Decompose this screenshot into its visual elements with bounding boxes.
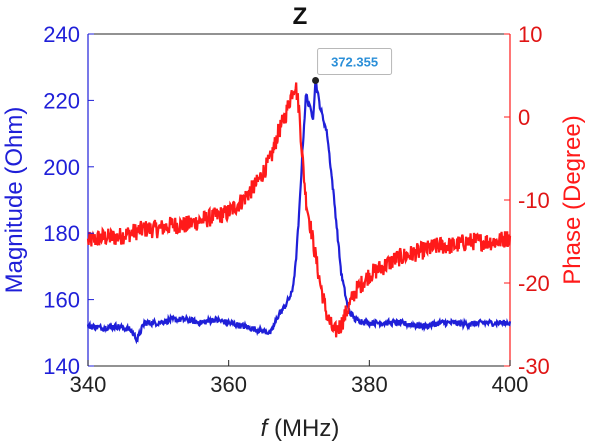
y-axis-left-label: Magnitude (Ohm) <box>1 107 28 294</box>
left-tick-label: 140 <box>43 354 80 379</box>
phase-line <box>86 82 512 338</box>
right-tick-label: -20 <box>518 271 550 296</box>
datatip-marker <box>312 76 320 84</box>
left-tick-label: 180 <box>43 221 80 246</box>
bottom-tick-label: 380 <box>351 372 388 397</box>
x-axis-label-italic: f <box>261 415 270 442</box>
x-axis-label: f (MHz) <box>261 415 340 442</box>
chart-title: Z <box>293 3 308 30</box>
right-tick-label: -10 <box>518 188 550 213</box>
left-tick-label: 240 <box>43 22 80 47</box>
bottom-tick-label: 400 <box>492 372 529 397</box>
bottom-tick-label: 340 <box>70 372 107 397</box>
datatip-box <box>317 47 393 75</box>
bottom-tick-label: 360 <box>210 372 247 397</box>
right-tick-label: -30 <box>518 354 550 379</box>
y-axis-right-label: Phase (Degree) <box>559 115 586 284</box>
left-tick-label: 200 <box>43 155 80 180</box>
right-axis-ticks: -30 -20 -10 0 10 <box>504 22 550 379</box>
bottom-axis-ticks: 340 360 380 400 <box>70 360 529 397</box>
left-axis-ticks: 140 160 180 200 220 240 <box>43 22 94 379</box>
datatip-text: 372.355 <box>331 54 378 69</box>
right-tick-label: 0 <box>518 105 530 130</box>
datatip-annotation[interactable]: 372.355 <box>312 47 393 84</box>
x-axis-label-unit: (MHz) <box>267 415 339 442</box>
magnitude-line <box>86 82 512 345</box>
series-phase <box>86 82 512 338</box>
plot-frame <box>87 33 511 367</box>
right-tick-label: 10 <box>518 22 542 47</box>
series-magnitude <box>86 82 512 345</box>
left-tick-label: 160 <box>43 288 80 313</box>
left-tick-label: 220 <box>43 88 80 113</box>
